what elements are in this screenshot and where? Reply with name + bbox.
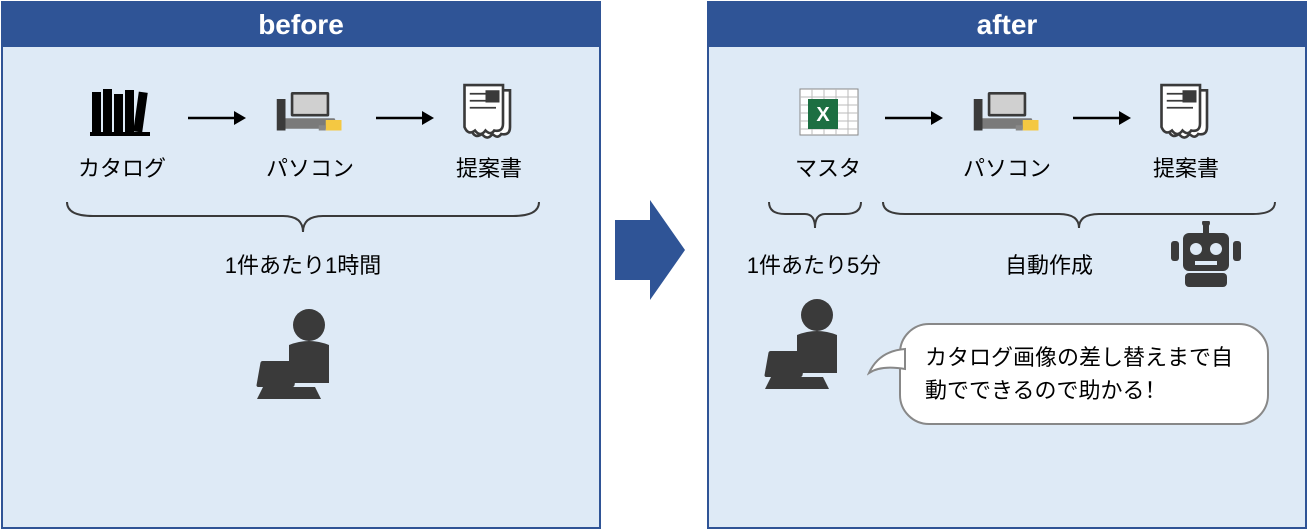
before-panel: before カタログ: [1, 1, 601, 529]
document-icon: [454, 83, 524, 143]
transition-arrow-icon: [615, 200, 685, 300]
after-caption-2: 自動作成: [959, 248, 1139, 280]
before-label-1: パソコン: [266, 151, 354, 183]
after-label-1: パソコン: [963, 151, 1051, 183]
arrow-icon: [883, 103, 943, 133]
after-caption-1: 1件あたり5分: [729, 248, 899, 280]
arrow-icon: [1071, 103, 1131, 133]
before-flow: カタログ パソコン: [3, 83, 599, 183]
brace-icon: [63, 198, 543, 238]
after-label-0: マスタ: [795, 151, 861, 183]
svg-text:X: X: [816, 104, 830, 126]
bubble-tail-icon: [867, 343, 907, 383]
after-item-master: X マスタ: [793, 83, 863, 183]
excel-icon: X: [793, 83, 863, 143]
after-panel: after X マスタ: [707, 1, 1307, 529]
before-label-2: 提案書: [456, 151, 522, 183]
before-item-pc: パソコン: [266, 83, 354, 183]
before-header: before: [3, 3, 599, 47]
after-item-doc: 提案書: [1151, 83, 1221, 183]
before-caption: 1件あたり1時間: [3, 248, 603, 280]
before-item-catalog: カタログ: [78, 83, 166, 183]
person-laptop-icon: [759, 293, 869, 403]
after-label-2: 提案書: [1153, 151, 1219, 183]
pc-icon: [972, 83, 1042, 143]
after-item-pc: パソコン: [963, 83, 1051, 183]
after-header: after: [709, 3, 1305, 47]
after-flow: X マスタ パソコン: [709, 83, 1305, 183]
pc-icon: [275, 83, 345, 143]
person-laptop-icon: [251, 303, 361, 413]
document-icon: [1151, 83, 1221, 143]
arrow-icon: [374, 103, 434, 133]
bubble-text: カタログ画像の差し替えまで自動でできるので助かる！: [925, 345, 1233, 403]
books-icon: [87, 83, 157, 143]
before-item-doc: 提案書: [454, 83, 524, 183]
brace-small-icon: [765, 198, 865, 234]
arrow-icon: [186, 103, 246, 133]
before-label-0: カタログ: [78, 151, 166, 183]
speech-bubble: カタログ画像の差し替えまで自動でできるので助かる！: [899, 323, 1269, 425]
robot-icon: [1169, 221, 1245, 293]
